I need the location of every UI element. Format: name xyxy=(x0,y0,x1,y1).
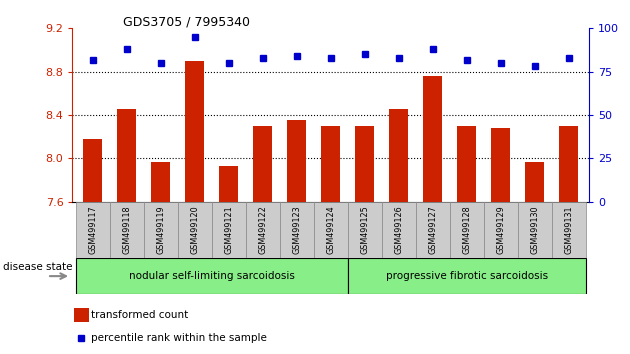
Text: GSM499120: GSM499120 xyxy=(190,206,199,255)
Bar xyxy=(287,120,306,202)
Text: GSM499118: GSM499118 xyxy=(122,206,131,255)
Text: GSM499124: GSM499124 xyxy=(326,206,335,255)
Bar xyxy=(219,166,238,202)
Bar xyxy=(185,61,204,202)
Bar xyxy=(518,202,552,258)
Text: GSM499121: GSM499121 xyxy=(224,206,233,255)
Bar xyxy=(178,202,212,258)
Text: GSM499128: GSM499128 xyxy=(462,206,471,255)
Bar xyxy=(382,202,416,258)
Bar xyxy=(491,128,510,202)
Bar xyxy=(416,202,450,258)
Text: GSM499122: GSM499122 xyxy=(258,206,267,255)
Bar xyxy=(559,126,578,202)
Bar xyxy=(484,202,518,258)
Bar xyxy=(450,202,484,258)
Text: GDS3705 / 7995340: GDS3705 / 7995340 xyxy=(123,16,250,29)
Text: GSM499130: GSM499130 xyxy=(530,206,539,255)
Bar xyxy=(280,202,314,258)
Text: nodular self-limiting sarcoidosis: nodular self-limiting sarcoidosis xyxy=(129,271,295,281)
Bar xyxy=(314,202,348,258)
Bar xyxy=(144,202,178,258)
Bar xyxy=(348,202,382,258)
Text: transformed count: transformed count xyxy=(91,310,188,320)
Bar xyxy=(76,258,348,294)
Bar xyxy=(74,308,89,322)
Text: GSM499126: GSM499126 xyxy=(394,206,403,255)
Text: GSM499131: GSM499131 xyxy=(564,206,573,255)
Bar xyxy=(76,202,110,258)
Text: progressive fibrotic sarcoidosis: progressive fibrotic sarcoidosis xyxy=(386,271,547,281)
Bar xyxy=(348,258,586,294)
Text: GSM499123: GSM499123 xyxy=(292,206,301,255)
Text: GSM499117: GSM499117 xyxy=(88,206,98,255)
Bar xyxy=(321,126,340,202)
Text: GSM499119: GSM499119 xyxy=(156,206,165,255)
Bar xyxy=(355,126,374,202)
Text: GSM499125: GSM499125 xyxy=(360,206,369,255)
Text: disease state: disease state xyxy=(3,262,72,272)
Bar xyxy=(525,162,544,202)
Bar xyxy=(552,202,586,258)
Bar xyxy=(457,126,476,202)
Text: percentile rank within the sample: percentile rank within the sample xyxy=(91,333,267,343)
Text: GSM499127: GSM499127 xyxy=(428,206,437,255)
Bar xyxy=(389,109,408,202)
Bar xyxy=(423,76,442,202)
Bar xyxy=(246,202,280,258)
Bar xyxy=(110,202,144,258)
Bar xyxy=(151,162,170,202)
Text: GSM499129: GSM499129 xyxy=(496,206,505,255)
Bar xyxy=(117,109,136,202)
Bar xyxy=(84,139,102,202)
Bar xyxy=(253,126,272,202)
Bar xyxy=(212,202,246,258)
